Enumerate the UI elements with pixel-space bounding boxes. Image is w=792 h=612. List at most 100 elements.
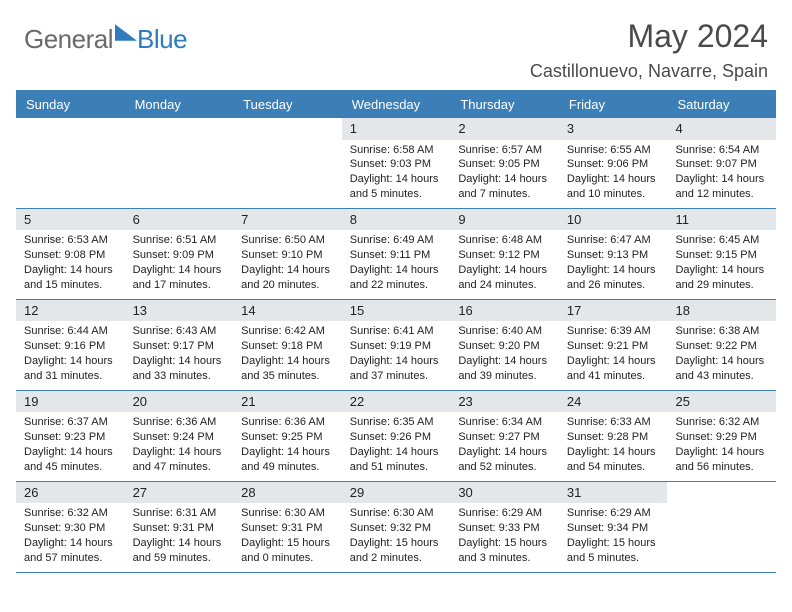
day-cell: 17Sunrise: 6:39 AMSunset: 9:21 PMDayligh… [559, 300, 668, 390]
daylight-line: Daylight: 14 hours and 51 minutes. [350, 445, 445, 475]
daylight-line: Daylight: 14 hours and 49 minutes. [241, 445, 336, 475]
day-cell: 8Sunrise: 6:49 AMSunset: 9:11 PMDaylight… [342, 209, 451, 299]
sunset-line: Sunset: 9:23 PM [24, 430, 119, 445]
day-number: 14 [233, 300, 342, 322]
sunrise-line: Sunrise: 6:39 AM [567, 324, 662, 339]
day-cell: 9Sunrise: 6:48 AMSunset: 9:12 PMDaylight… [450, 209, 559, 299]
sunset-line: Sunset: 9:13 PM [567, 248, 662, 263]
day-cell: 13Sunrise: 6:43 AMSunset: 9:17 PMDayligh… [125, 300, 234, 390]
daylight-line: Daylight: 14 hours and 31 minutes. [24, 354, 119, 384]
day-cell: 4 Sunrise: 6:54 AMSunset: 9:07 PMDaylight… [667, 118, 776, 208]
day-cell: 24 Sunrise: 6:33 AMSunset: 9:28 PMDayligh… [559, 391, 668, 481]
sunrise-line: Sunrise: 6:54 AM [675, 143, 770, 158]
sunrise-line: Sunrise: 6:44 AM [24, 324, 119, 339]
sunrise-line: Sunrise: 6:35 AM [350, 415, 445, 430]
sunset-line: Sunset: 9:08 PM [24, 248, 119, 263]
sunset-line: Sunset: 9:03 PM [350, 157, 445, 172]
sunset-line: Sunset: 9:12 PM [458, 248, 553, 263]
day-number: 4 [667, 118, 776, 140]
sunrise-line: Sunrise: 6:40 AM [458, 324, 553, 339]
day-number: 16 [450, 300, 559, 322]
sunset-line: Sunset: 9:10 PM [241, 248, 336, 263]
day-number: 15 [342, 300, 451, 322]
week-row: 19Sunrise: 6:37 AMSunset: 9:23 PMDayligh… [16, 391, 776, 482]
daylight-line: Daylight: 14 hours and 47 minutes. [133, 445, 228, 475]
sunset-line: Sunset: 9:17 PM [133, 339, 228, 354]
day-number: 29 [342, 482, 451, 504]
day-cell: 23Sunrise: 6:34 AMSunset: 9:27 PMDayligh… [450, 391, 559, 481]
sunrise-line: Sunrise: 6:53 AM [24, 233, 119, 248]
daylight-line: Daylight: 14 hours and 56 minutes. [675, 445, 770, 475]
weekday-header: Tuesday [233, 92, 342, 118]
daylight-line: Daylight: 14 hours and 54 minutes. [567, 445, 662, 475]
sunrise-line: Sunrise: 6:36 AM [133, 415, 228, 430]
daylight-line: Daylight: 14 hours and 26 minutes. [567, 263, 662, 293]
sunrise-line: Sunrise: 6:32 AM [24, 506, 119, 521]
sunset-line: Sunset: 9:16 PM [24, 339, 119, 354]
day-cell: 7Sunrise: 6:50 AMSunset: 9:10 PMDaylight… [233, 209, 342, 299]
week-row: 26Sunrise: 6:32 AMSunset: 9:30 PMDayligh… [16, 482, 776, 573]
sunrise-line: Sunrise: 6:55 AM [567, 143, 662, 158]
day-cell: 21Sunrise: 6:36 AMSunset: 9:25 PMDayligh… [233, 391, 342, 481]
day-number: 20 [125, 391, 234, 413]
day-number: 19 [16, 391, 125, 413]
sunrise-line: Sunrise: 6:49 AM [350, 233, 445, 248]
sunrise-line: Sunrise: 6:51 AM [133, 233, 228, 248]
daylight-line: Daylight: 14 hours and 22 minutes. [350, 263, 445, 293]
sunset-line: Sunset: 9:26 PM [350, 430, 445, 445]
sunrise-line: Sunrise: 6:47 AM [567, 233, 662, 248]
weeks-container: ...1Sunrise: 6:58 AMSunset: 9:03 PMDayli… [16, 118, 776, 573]
daylight-line: Daylight: 14 hours and 12 minutes. [675, 172, 770, 202]
sunrise-line: Sunrise: 6:29 AM [458, 506, 553, 521]
day-number: 23 [450, 391, 559, 413]
sunrise-line: Sunrise: 6:33 AM [567, 415, 662, 430]
location-label: Castillonuevo, Navarre, Spain [530, 61, 768, 82]
sunrise-line: Sunrise: 6:43 AM [133, 324, 228, 339]
day-number: 2 [450, 118, 559, 140]
calendar: Sunday Monday Tuesday Wednesday Thursday… [16, 90, 776, 573]
header: General Blue May 2024 Castillonuevo, Nav… [0, 0, 792, 90]
day-number: 9 [450, 209, 559, 231]
sunset-line: Sunset: 9:34 PM [567, 521, 662, 536]
daylight-line: Daylight: 14 hours and 17 minutes. [133, 263, 228, 293]
sunset-line: Sunset: 9:19 PM [350, 339, 445, 354]
day-number: 3 [559, 118, 668, 140]
sunrise-line: Sunrise: 6:31 AM [133, 506, 228, 521]
daylight-line: Daylight: 14 hours and 59 minutes. [133, 536, 228, 566]
sunset-line: Sunset: 9:30 PM [24, 521, 119, 536]
day-cell: 12 Sunrise: 6:44 AMSunset: 9:16 PMDayligh… [16, 300, 125, 390]
daylight-line: Daylight: 15 hours and 3 minutes. [458, 536, 553, 566]
week-row: 5Sunrise: 6:53 AMSunset: 9:08 PMDaylight… [16, 209, 776, 300]
day-cell: 10Sunrise: 6:47 AMSunset: 9:13 PMDayligh… [559, 209, 668, 299]
sunset-line: Sunset: 9:21 PM [567, 339, 662, 354]
logo-triangle-icon [115, 24, 137, 41]
daylight-line: Daylight: 14 hours and 45 minutes. [24, 445, 119, 475]
sunrise-line: Sunrise: 6:41 AM [350, 324, 445, 339]
day-cell: . [667, 482, 776, 572]
sunrise-line: Sunrise: 6:30 AM [241, 506, 336, 521]
sunset-line: Sunset: 9:15 PM [675, 248, 770, 263]
logo: General Blue [24, 24, 187, 55]
sunset-line: Sunset: 9:07 PM [675, 157, 770, 172]
sunset-line: Sunset: 9:05 PM [458, 157, 553, 172]
sunset-line: Sunset: 9:11 PM [350, 248, 445, 263]
day-number: 24 [559, 391, 668, 413]
day-number: 12 [16, 300, 125, 322]
month-title: May 2024 [530, 18, 768, 55]
daylight-line: Daylight: 14 hours and 43 minutes. [675, 354, 770, 384]
day-cell: 27 Sunrise: 6:31 AMSunset: 9:31 PMDayligh… [125, 482, 234, 572]
day-cell: 2Sunrise: 6:57 AMSunset: 9:05 PMDaylight… [450, 118, 559, 208]
sunset-line: Sunset: 9:28 PM [567, 430, 662, 445]
day-cell: 28Sunrise: 6:30 AMSunset: 9:31 PMDayligh… [233, 482, 342, 572]
weekday-header: Monday [125, 92, 234, 118]
sunset-line: Sunset: 9:31 PM [133, 521, 228, 536]
day-cell: 3Sunrise: 6:55 AMSunset: 9:06 PMDaylight… [559, 118, 668, 208]
day-cell: 5Sunrise: 6:53 AMSunset: 9:08 PMDaylight… [16, 209, 125, 299]
sunset-line: Sunset: 9:33 PM [458, 521, 553, 536]
day-cell: 22Sunrise: 6:35 AMSunset: 9:26 PMDayligh… [342, 391, 451, 481]
daylight-line: Daylight: 14 hours and 10 minutes. [567, 172, 662, 202]
week-row: 12Sunrise: 6:44 AMSunset: 9:16 PMDayligh… [16, 300, 776, 391]
sunrise-line: Sunrise: 6:36 AM [241, 415, 336, 430]
weekday-header: Saturday [667, 92, 776, 118]
day-number: 27 [125, 482, 234, 504]
